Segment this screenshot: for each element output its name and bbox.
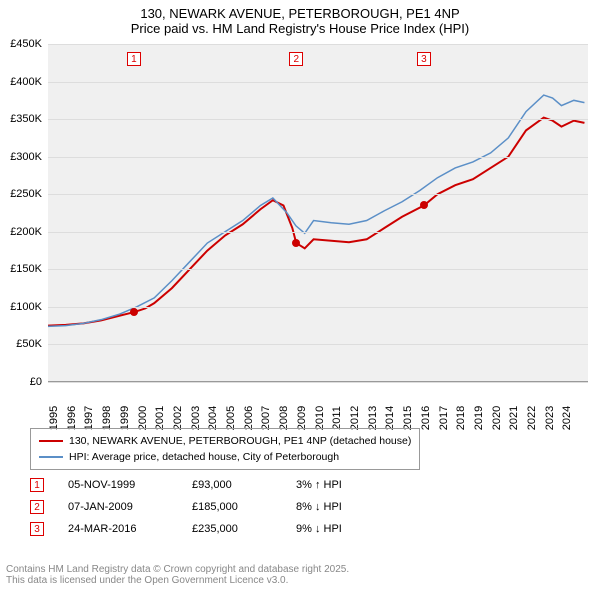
x-tick-label: 1998 [101,406,113,430]
x-tick-label: 2021 [508,406,520,430]
footer-line-1: Contains HM Land Registry data © Crown c… [6,564,349,575]
x-tick-label: 2013 [367,406,379,430]
x-tick-label: 2001 [154,406,166,430]
event-delta: 3% ↑ HPI [296,479,406,491]
y-tick-label: £100K [0,301,42,313]
x-tick-label: 2014 [384,406,396,430]
event-date: 05-NOV-1999 [68,479,168,491]
x-tick-label: 2009 [296,406,308,430]
grid-line [48,194,588,195]
y-tick-label: £300K [0,151,42,163]
x-axis-labels: 1995199619971998199920002001200220032004… [48,384,588,424]
event-table: 1 05-NOV-1999 £93,000 3% ↑ HPI 2 07-JAN-2009 £… [30,474,406,540]
x-tick-label: 2010 [314,406,326,430]
x-tick-label: 2000 [137,406,149,430]
marker-box: 1 [127,52,141,66]
legend-label: 130, NEWARK AVENUE, PETERBOROUGH, PE1 4N… [69,435,411,447]
x-tick-label: 2005 [225,406,237,430]
legend-label: HPI: Average price, detached house, City… [69,451,339,463]
x-tick-label: 2008 [278,406,290,430]
event-row: 3 24-MAR-2016 £235,000 9% ↓ HPI [30,518,406,540]
grid-line [48,382,588,383]
plot-area: £0£50K£100K£150K£200K£250K£300K£350K£400… [48,44,588,382]
grid-line [48,307,588,308]
marker-dot [130,308,138,316]
event-delta: 8% ↓ HPI [296,501,406,513]
y-tick-label: £50K [0,338,42,350]
event-row: 1 05-NOV-1999 £93,000 3% ↑ HPI [30,474,406,496]
marker-box: 3 [417,52,431,66]
event-price: £93,000 [192,479,272,491]
footer: Contains HM Land Registry data © Crown c… [6,564,349,586]
grid-line [48,232,588,233]
line-svg [48,44,588,382]
x-tick-label: 2020 [491,406,503,430]
x-tick-label: 2003 [190,406,202,430]
x-tick-label: 1996 [66,406,78,430]
event-number: 2 [30,500,44,514]
event-row: 2 07-JAN-2009 £185,000 8% ↓ HPI [30,496,406,518]
y-tick-label: £0 [0,376,42,388]
x-tick-label: 2015 [402,406,414,430]
grid-line [48,82,588,83]
series-line-hpi [48,95,584,326]
title-line-1: 130, NEWARK AVENUE, PETERBOROUGH, PE1 4N… [0,6,600,21]
title-line-2: Price paid vs. HM Land Registry's House … [0,21,600,36]
y-tick-label: £200K [0,226,42,238]
x-tick-label: 2018 [455,406,467,430]
x-tick-label: 2007 [260,406,272,430]
x-tick-label: 2017 [438,406,450,430]
event-number: 3 [30,522,44,536]
y-tick-label: £150K [0,263,42,275]
x-tick-label: 1999 [119,406,131,430]
legend-swatch [39,440,63,442]
x-tick-label: 2004 [207,406,219,430]
footer-line-2: This data is licensed under the Open Gov… [6,575,349,586]
legend-item: HPI: Average price, detached house, City… [39,449,411,465]
x-tick-label: 2011 [331,406,343,430]
x-tick-label: 2023 [544,406,556,430]
y-tick-label: £400K [0,76,42,88]
grid-line [48,269,588,270]
grid-line [48,44,588,45]
y-tick-label: £250K [0,188,42,200]
y-tick-label: £450K [0,38,42,50]
x-tick-label: 2019 [473,406,485,430]
x-tick-label: 1995 [48,406,60,430]
event-date: 07-JAN-2009 [68,501,168,513]
y-tick-label: £350K [0,113,42,125]
event-number: 1 [30,478,44,492]
x-tick-label: 2012 [349,406,361,430]
x-tick-label: 2002 [172,406,184,430]
event-price: £185,000 [192,501,272,513]
grid-line [48,344,588,345]
chart-container: 130, NEWARK AVENUE, PETERBOROUGH, PE1 4N… [0,0,600,590]
series-line-property [48,118,584,326]
legend: 130, NEWARK AVENUE, PETERBOROUGH, PE1 4N… [30,428,420,470]
event-price: £235,000 [192,523,272,535]
x-tick-label: 2006 [243,406,255,430]
title-block: 130, NEWARK AVENUE, PETERBOROUGH, PE1 4N… [0,0,600,36]
marker-dot [420,201,428,209]
marker-box: 2 [289,52,303,66]
grid-line [48,157,588,158]
marker-dot [292,239,300,247]
event-date: 24-MAR-2016 [68,523,168,535]
x-tick-label: 2016 [420,406,432,430]
x-tick-label: 2022 [526,406,538,430]
x-tick-label: 1997 [83,406,95,430]
grid-line [48,119,588,120]
x-tick-label: 2024 [561,406,573,430]
event-delta: 9% ↓ HPI [296,523,406,535]
legend-item: 130, NEWARK AVENUE, PETERBOROUGH, PE1 4N… [39,433,411,449]
legend-swatch [39,456,63,458]
